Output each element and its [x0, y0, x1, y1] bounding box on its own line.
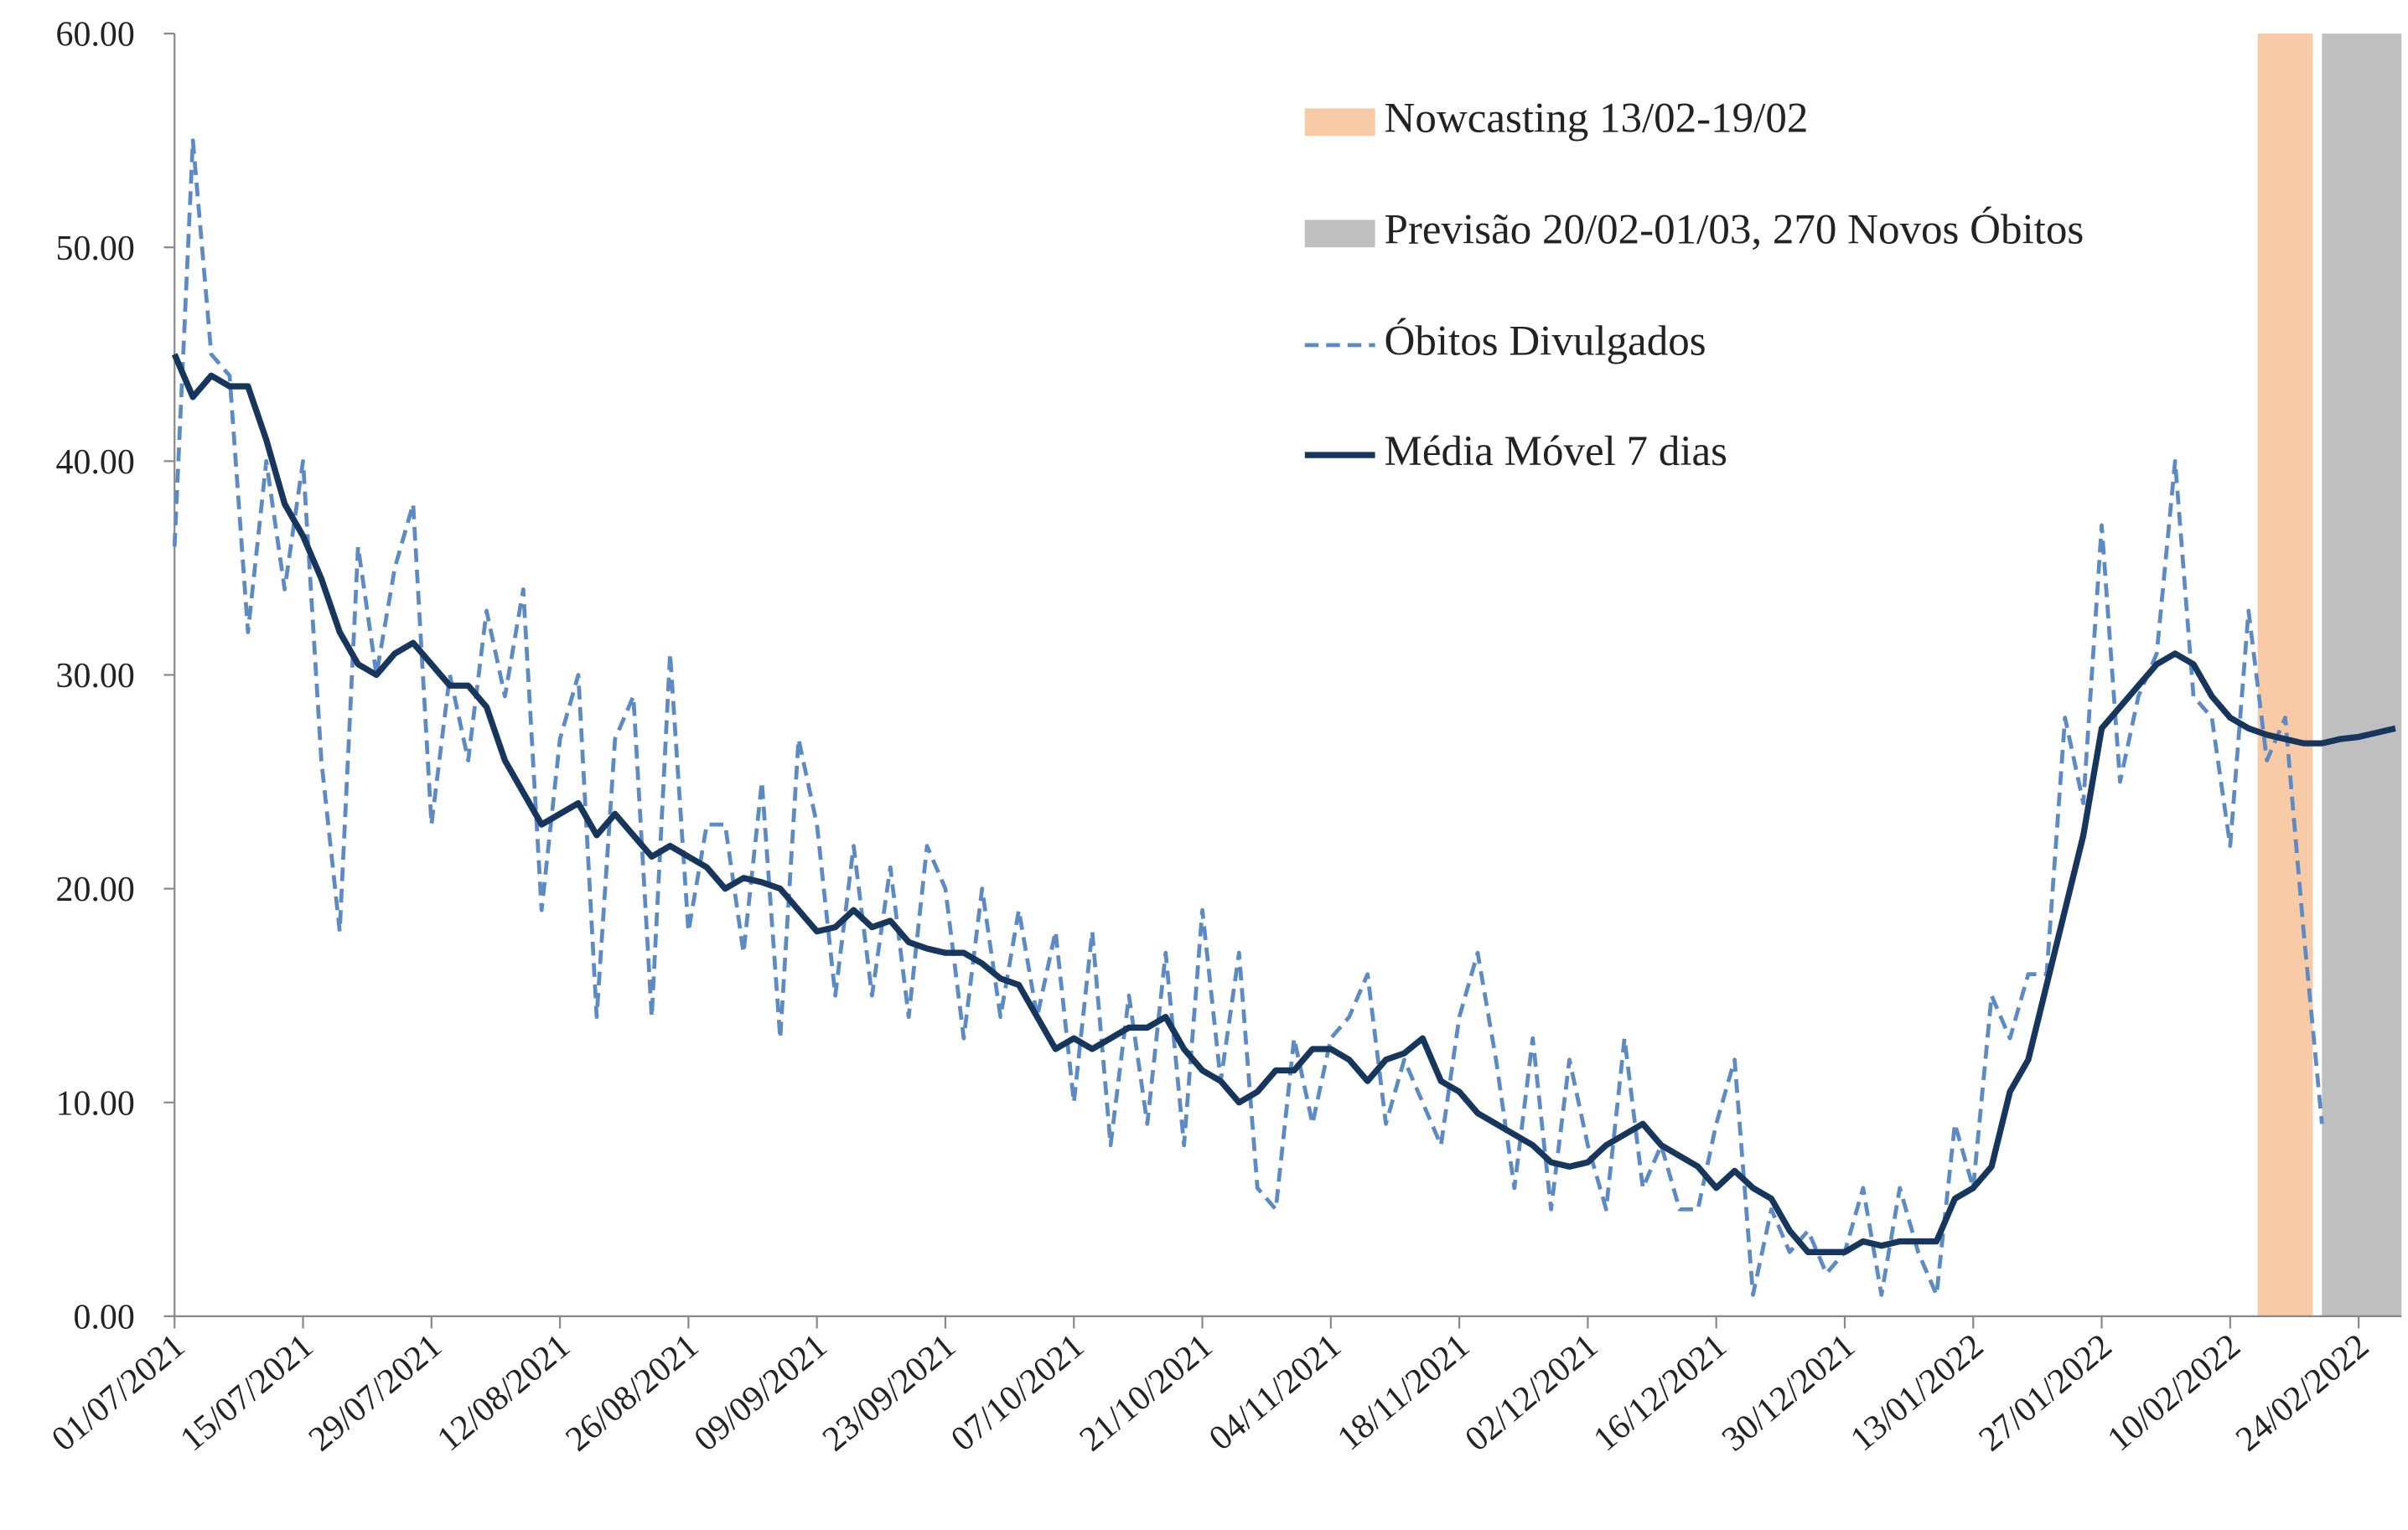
x-tick-label: 07/10/2021: [944, 1326, 1091, 1459]
legend-swatch: [1304, 220, 1375, 248]
x-tick-label: 26/08/2021: [559, 1326, 707, 1459]
x-tick-label: 21/10/2021: [1073, 1326, 1220, 1459]
forecast-band: [2322, 34, 2402, 1316]
x-tick-label: 29/07/2021: [302, 1326, 449, 1459]
y-tick-label: 60.00: [56, 16, 135, 54]
y-tick-label: 10.00: [56, 1084, 135, 1123]
x-tick-label: 09/09/2021: [687, 1326, 835, 1459]
x-tick-label: 13/01/2022: [1843, 1326, 1991, 1459]
legend-swatch: [1304, 108, 1375, 137]
x-tick-label: 24/02/2022: [2229, 1326, 2376, 1459]
x-tick-label: 18/11/2021: [1330, 1326, 1477, 1458]
x-tick-label: 27/01/2022: [1972, 1326, 2120, 1459]
x-tick-label: 15/07/2021: [173, 1326, 321, 1459]
y-tick-label: 40.00: [56, 443, 135, 482]
legend-label: Previsão 20/02-01/03, 270 Novos Óbitos: [1385, 207, 2084, 254]
moving-average-line: [171, 353, 2396, 1255]
x-tick-label: 10/02/2022: [2100, 1326, 2248, 1459]
x-tick-label: 16/12/2021: [1587, 1326, 1734, 1459]
x-tick-label: 23/09/2021: [816, 1326, 963, 1459]
reported-line: [172, 138, 2324, 1297]
x-tick-label: 02/12/2021: [1458, 1326, 1606, 1459]
forecast-band: [2257, 34, 2313, 1316]
x-tick-label: 30/12/2021: [1715, 1326, 1862, 1459]
y-tick-label: 30.00: [56, 657, 135, 695]
y-tick-label: 0.00: [74, 1298, 135, 1336]
legend-label: Nowcasting 13/02-19/02: [1385, 95, 1809, 142]
legend-label: Média Móvel 7 dias: [1385, 428, 1727, 475]
legend-label: Óbitos Divulgados: [1385, 318, 1706, 365]
x-tick-label: 12/08/2021: [430, 1326, 577, 1459]
x-tick-label: 04/11/2021: [1202, 1326, 1349, 1458]
x-tick-label: 01/07/2021: [44, 1326, 192, 1459]
y-tick-label: 20.00: [56, 871, 135, 909]
y-tick-label: 50.00: [56, 230, 135, 268]
